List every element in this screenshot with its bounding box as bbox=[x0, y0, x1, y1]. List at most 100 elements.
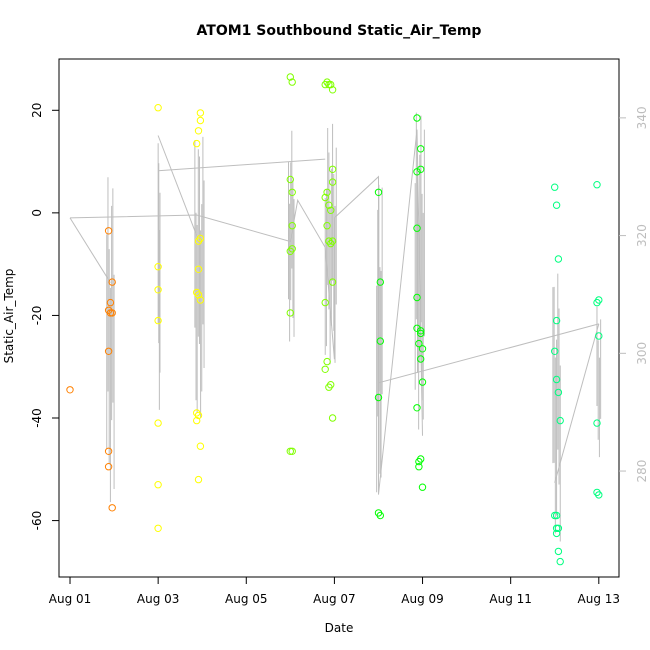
data-point bbox=[593, 419, 601, 427]
trace-segment bbox=[157, 135, 198, 236]
trace-segment bbox=[378, 323, 599, 384]
data-point bbox=[413, 114, 421, 122]
data-point bbox=[321, 365, 329, 373]
data-point bbox=[286, 73, 294, 81]
data-point bbox=[328, 278, 337, 286]
data-point bbox=[328, 414, 337, 422]
data-point bbox=[554, 547, 563, 556]
data-point bbox=[413, 224, 421, 232]
plot-frame bbox=[58, 58, 620, 578]
data-point bbox=[193, 139, 201, 148]
data-point bbox=[154, 104, 162, 112]
trace-segment bbox=[158, 158, 326, 172]
data-point bbox=[196, 234, 205, 243]
data-point bbox=[321, 298, 329, 307]
data-point bbox=[194, 127, 203, 135]
y-tick-label: -60 bbox=[30, 511, 44, 531]
data-point bbox=[551, 183, 559, 191]
data-point bbox=[418, 345, 427, 353]
data-point bbox=[552, 375, 561, 384]
data-point bbox=[194, 265, 203, 273]
data-point bbox=[104, 447, 113, 455]
data-point bbox=[554, 255, 563, 263]
data-point bbox=[286, 447, 294, 455]
data-point bbox=[556, 557, 564, 566]
data-point bbox=[376, 278, 384, 286]
data-point bbox=[413, 168, 421, 176]
y2-tick-label: 280 bbox=[635, 460, 649, 483]
data-point bbox=[288, 447, 296, 455]
data-point bbox=[106, 298, 115, 307]
data-point bbox=[196, 296, 205, 304]
data-point bbox=[328, 237, 337, 245]
data-point bbox=[552, 529, 561, 538]
data-point bbox=[417, 165, 425, 174]
x-tick-label: Aug 01 bbox=[49, 592, 92, 606]
data-point bbox=[376, 337, 384, 345]
data-point bbox=[327, 80, 335, 89]
data-point bbox=[323, 188, 331, 197]
data-point bbox=[551, 347, 559, 355]
data-point bbox=[154, 419, 162, 427]
data-point bbox=[194, 291, 203, 299]
data-point bbox=[328, 86, 337, 94]
data-point bbox=[328, 165, 337, 174]
trace-segment bbox=[554, 323, 600, 483]
trace-segment bbox=[69, 129, 423, 495]
data-point bbox=[556, 416, 564, 425]
data-point bbox=[417, 355, 425, 363]
data-point bbox=[595, 332, 603, 340]
x-tick-label: Aug 07 bbox=[313, 592, 356, 606]
data-point bbox=[104, 227, 113, 235]
data-point bbox=[593, 181, 601, 189]
x-tick-label: Aug 11 bbox=[489, 592, 532, 606]
y-tick-label: 20 bbox=[30, 103, 44, 118]
data-point bbox=[288, 222, 296, 230]
data-point bbox=[66, 386, 74, 394]
data-point bbox=[104, 463, 113, 471]
data-point bbox=[328, 178, 337, 186]
data-point bbox=[288, 188, 296, 197]
data-point bbox=[154, 263, 162, 271]
data-point bbox=[554, 524, 563, 532]
data-point bbox=[194, 411, 203, 420]
data-point bbox=[552, 201, 561, 209]
y-tick-label: -20 bbox=[30, 306, 44, 326]
data-point bbox=[154, 286, 162, 294]
data-point bbox=[415, 339, 423, 348]
x-tick-label: Aug 13 bbox=[578, 592, 621, 606]
x-tick-label: Aug 05 bbox=[225, 592, 268, 606]
data-point bbox=[552, 316, 561, 325]
y2-tick-label: 340 bbox=[635, 106, 649, 129]
data-point bbox=[413, 404, 421, 412]
data-point bbox=[418, 378, 427, 386]
data-point bbox=[323, 222, 331, 230]
trace-lines bbox=[69, 112, 602, 542]
data-point bbox=[376, 511, 384, 520]
data-point bbox=[327, 381, 335, 389]
data-point bbox=[595, 296, 603, 304]
data-point bbox=[196, 116, 205, 125]
data-point bbox=[417, 327, 425, 335]
data-points bbox=[66, 73, 603, 566]
data-point bbox=[286, 309, 294, 317]
data-point bbox=[551, 511, 559, 520]
data-point bbox=[327, 206, 335, 215]
data-point bbox=[154, 524, 162, 532]
data-point bbox=[325, 201, 333, 209]
data-point bbox=[417, 329, 425, 338]
data-point bbox=[194, 475, 203, 484]
data-point bbox=[554, 388, 563, 397]
y2-tick-label: 300 bbox=[635, 342, 649, 365]
y-tick-label: -40 bbox=[30, 408, 44, 428]
trace-segment bbox=[69, 217, 111, 283]
data-point bbox=[286, 175, 294, 184]
x-axis-label: Date bbox=[325, 621, 354, 635]
y2-tick-label: 320 bbox=[635, 224, 649, 247]
data-point bbox=[417, 455, 425, 463]
data-point bbox=[321, 193, 329, 202]
y-tick-label: 0 bbox=[30, 209, 44, 217]
data-point bbox=[413, 293, 421, 302]
data-point bbox=[196, 109, 205, 117]
